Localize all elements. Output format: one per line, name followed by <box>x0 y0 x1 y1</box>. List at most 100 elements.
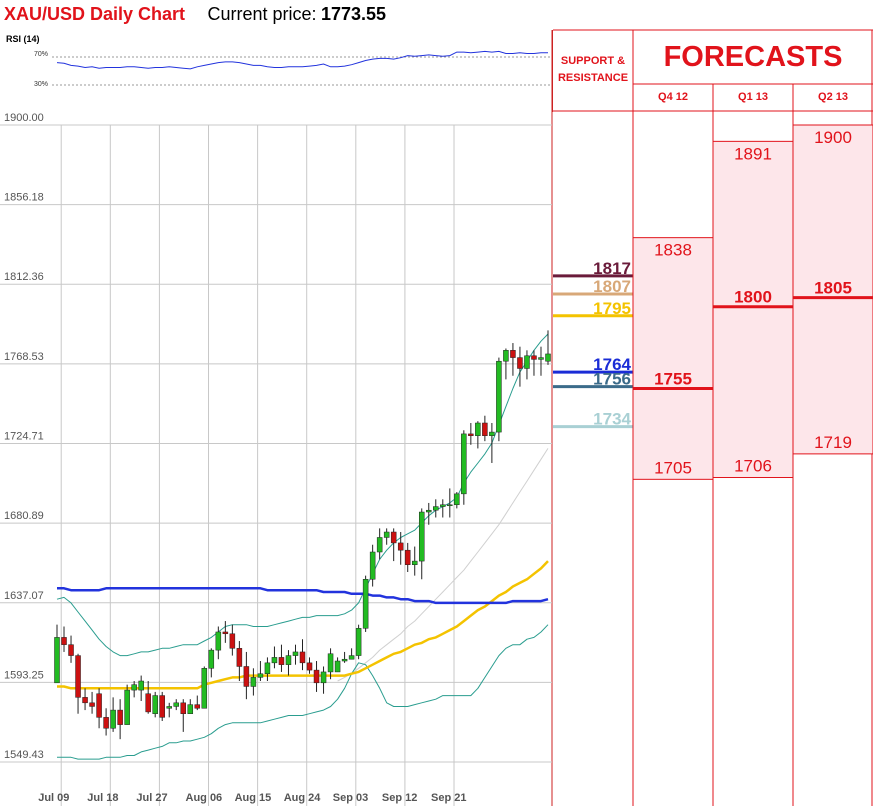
candle-body <box>201 668 208 709</box>
y-tick-label: 1593.25 <box>4 669 44 681</box>
candle-body <box>461 433 467 495</box>
y-tick-label: 1549.43 <box>4 749 44 761</box>
quarter-header-q1-13: Q1 13 <box>738 91 768 103</box>
candle-body <box>334 660 341 673</box>
bollinger-lower-line <box>57 624 549 760</box>
candle-body <box>68 644 74 656</box>
candle-body <box>404 549 411 565</box>
y-tick-label: 1637.07 <box>4 590 44 602</box>
candle-body <box>257 673 264 678</box>
forecast-mid-label: 1805 <box>814 279 852 298</box>
candle-body <box>117 709 123 725</box>
current-price-value: 1773.55 <box>321 4 387 24</box>
rsi-label: RSI (14) <box>6 34 40 44</box>
sr-header-line2: RESISTANCE <box>557 72 629 84</box>
forecast-range-box <box>712 140 794 479</box>
x-tick-label: Jul 18 <box>87 792 118 804</box>
candle-body <box>61 637 67 645</box>
support-resistance-header: SUPPORT & RESISTANCE <box>553 31 633 111</box>
y-tick-label: 1680.89 <box>4 510 44 522</box>
forecast-high-label: 1838 <box>654 241 692 260</box>
y-tick-label: 1812.36 <box>4 271 44 283</box>
sr-level-label: 1795 <box>593 299 631 318</box>
candle-body <box>89 702 95 707</box>
x-tick-label: Jul 27 <box>136 792 167 804</box>
candle-body <box>320 671 327 684</box>
sr-header-line1: SUPPORT & <box>560 55 626 67</box>
x-tick-label: Sep 03 <box>333 792 368 804</box>
sr-level-label: 1817 <box>593 259 631 278</box>
candle-body <box>278 657 285 665</box>
candle-body <box>362 579 369 629</box>
candle-body <box>299 651 306 664</box>
forecast-high-label: 1891 <box>734 144 772 163</box>
candle-body <box>285 655 292 665</box>
y-tick-label: 1768.53 <box>4 351 44 363</box>
x-tick-label: Aug 06 <box>186 792 223 804</box>
price-panel-background <box>0 118 552 806</box>
forecast-low-label: 1705 <box>654 458 692 477</box>
forecasts-title: FORECASTS <box>663 41 843 73</box>
candle-body <box>524 355 530 369</box>
candle-body <box>166 706 172 709</box>
y-tick-label: 1724.71 <box>4 431 44 443</box>
candle-body <box>545 353 551 362</box>
chart-title: XAU/USD Daily Chart <box>4 4 186 24</box>
forecast-low-label: 1706 <box>734 457 772 476</box>
candle-body <box>468 433 474 436</box>
candle-body <box>187 704 194 714</box>
candle-body <box>222 631 229 635</box>
candle-body <box>292 651 299 656</box>
candle-body <box>271 657 278 664</box>
candle-body <box>327 653 334 673</box>
candle-body <box>482 422 488 436</box>
candle-body <box>208 649 215 669</box>
candle-body <box>124 689 130 725</box>
forecast-range-box <box>632 237 714 480</box>
candle-body <box>145 693 151 713</box>
candle-body <box>433 506 439 511</box>
candle-body <box>369 551 376 580</box>
candle-body <box>454 493 460 506</box>
candle-body <box>503 350 509 362</box>
candle-body <box>475 422 481 436</box>
quarter-header-q2-13: Q2 13 <box>818 91 848 103</box>
candle-body <box>510 350 516 358</box>
candle-body <box>103 717 109 729</box>
candle-body <box>159 695 165 718</box>
rsi-level-high: 70% <box>34 51 49 58</box>
candle-body <box>215 631 222 651</box>
x-tick-label: Jul 09 <box>38 792 69 804</box>
candle-body <box>496 360 502 433</box>
candle-body <box>517 357 523 369</box>
current-price-label: Current price: <box>207 4 317 24</box>
candle-body <box>180 702 187 714</box>
candle-body <box>447 504 453 507</box>
sma-grey-line <box>337 448 549 682</box>
y-tick-label: 1856.18 <box>4 192 44 204</box>
sr-level-label: 1807 <box>593 277 631 296</box>
x-tick-label: Sep 21 <box>431 792 466 804</box>
forecast-low-label: 1719 <box>814 433 852 452</box>
candle-body <box>82 697 88 704</box>
candle-body <box>390 531 397 544</box>
chart-title-row: XAU/USD Daily Chart Current price: 1773.… <box>4 4 386 28</box>
forecast-range-box <box>792 124 873 455</box>
x-tick-label: Aug 24 <box>284 792 322 804</box>
candle-body <box>418 511 425 562</box>
candle-body <box>250 677 257 687</box>
candle-body <box>306 662 313 671</box>
candle-body <box>236 648 243 667</box>
forecast-mid-label: 1800 <box>734 288 772 307</box>
sma-long-line <box>57 587 549 605</box>
forecast-high-label: 1900 <box>814 128 852 147</box>
candle-body <box>411 560 418 565</box>
candle-body <box>194 704 201 709</box>
quarter-header-q4-12: Q4 12 <box>658 91 688 103</box>
candle-body <box>96 693 102 718</box>
candle-body <box>264 662 271 674</box>
candle-body <box>376 537 383 553</box>
candle-body <box>54 637 60 684</box>
candle-body <box>152 695 158 714</box>
